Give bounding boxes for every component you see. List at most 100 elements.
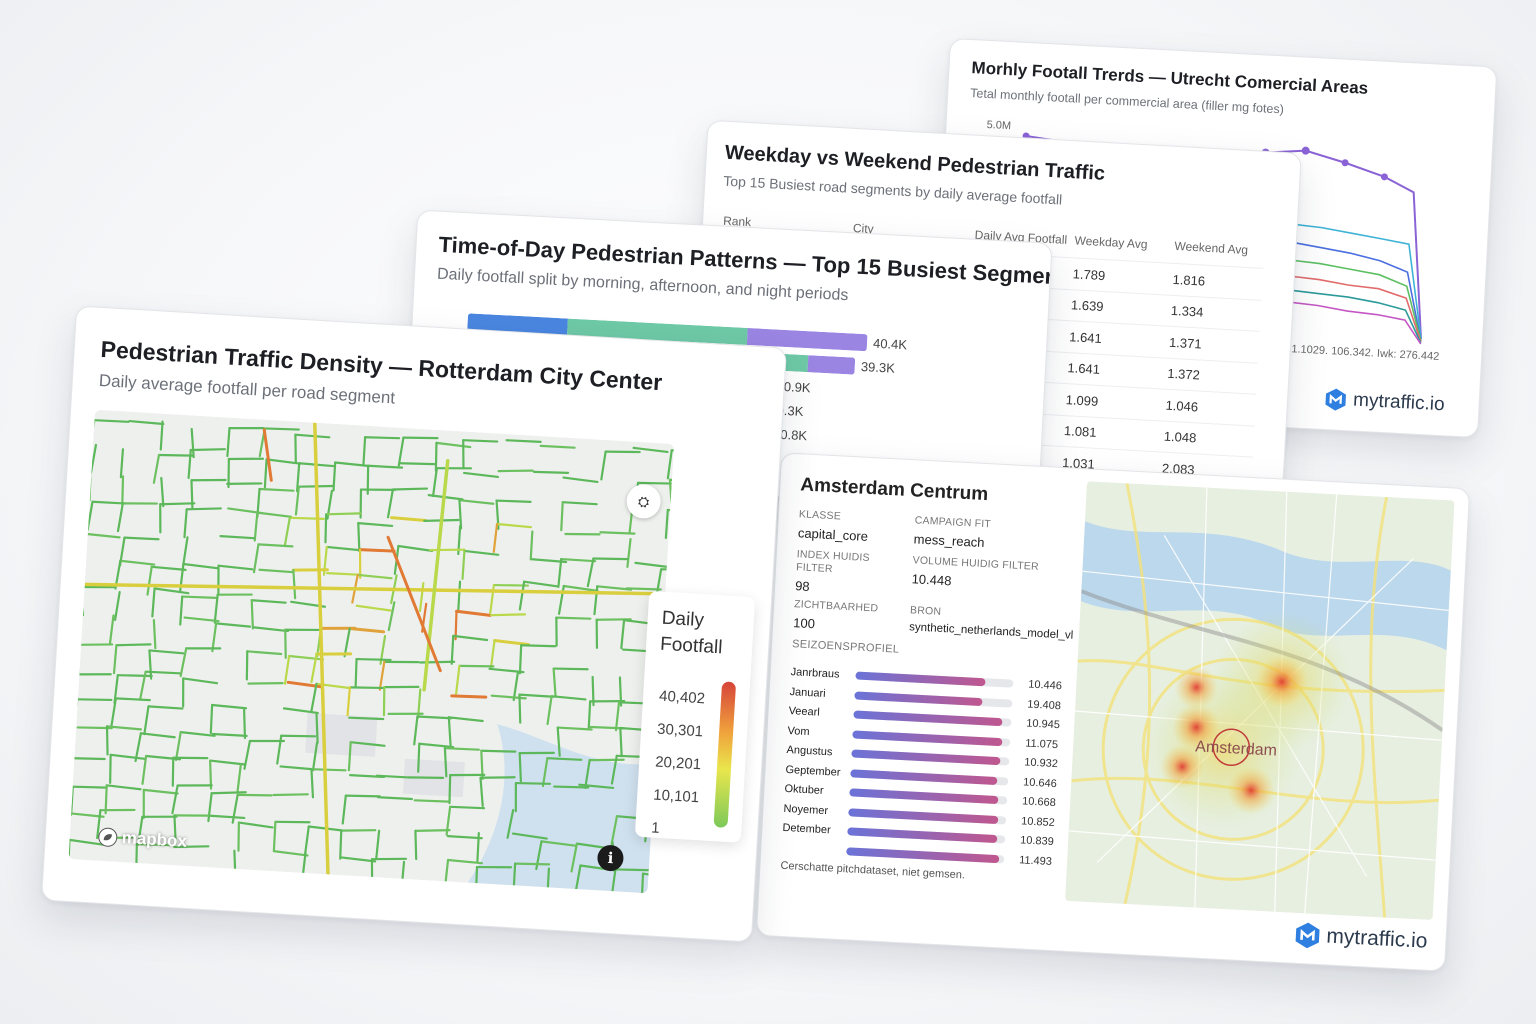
road-segment[interactable] (562, 584, 599, 592)
road-segment[interactable] (435, 441, 472, 449)
road-segment[interactable] (121, 502, 158, 506)
road-segment[interactable] (636, 481, 674, 485)
road-segment[interactable] (349, 741, 386, 747)
road-segment[interactable] (355, 657, 392, 662)
road-segment[interactable] (282, 707, 319, 715)
road-segment[interactable] (589, 699, 626, 703)
road-segment[interactable] (455, 664, 461, 695)
road-segment[interactable] (416, 715, 453, 720)
road-segment[interactable] (157, 453, 195, 457)
road-segment[interactable] (553, 785, 590, 789)
road-segment[interactable] (413, 799, 450, 803)
road-segment[interactable] (291, 568, 329, 572)
road-segment[interactable] (137, 815, 144, 846)
road-segment[interactable] (109, 753, 112, 784)
road-segment[interactable] (561, 501, 598, 506)
road-segment[interactable] (172, 756, 209, 760)
road-segment[interactable] (355, 604, 392, 612)
road-segment[interactable] (562, 476, 599, 484)
road-segment[interactable] (402, 436, 439, 440)
road-segment[interactable] (139, 670, 147, 701)
road-segment[interactable] (343, 627, 351, 658)
road-segment[interactable] (265, 458, 302, 465)
road-segment[interactable] (574, 864, 582, 894)
road-segment[interactable] (506, 808, 515, 839)
road-segment[interactable] (72, 673, 78, 704)
road-segment[interactable] (215, 622, 252, 628)
road-segment[interactable] (358, 548, 362, 579)
road-segment[interactable] (115, 642, 152, 647)
road-segment[interactable] (310, 768, 347, 772)
road-segment[interactable] (179, 595, 184, 626)
road-segment[interactable] (325, 511, 362, 516)
road-segment[interactable] (390, 516, 427, 523)
road-segment[interactable] (96, 809, 102, 840)
road-segment[interactable] (280, 734, 317, 738)
road-segment[interactable] (518, 752, 523, 783)
road-segment[interactable] (556, 726, 593, 731)
road-segment[interactable] (310, 768, 315, 799)
road-segment[interactable] (75, 672, 112, 676)
road-segment[interactable] (105, 725, 142, 731)
road-segment[interactable] (310, 682, 318, 713)
road-segment[interactable] (434, 441, 438, 472)
road-segment[interactable] (596, 585, 633, 591)
road-segment[interactable] (159, 503, 162, 534)
road-segment[interactable] (185, 646, 222, 650)
road-segment[interactable] (462, 439, 499, 443)
road-segment[interactable] (518, 693, 555, 698)
road-segment[interactable] (294, 433, 331, 439)
road-segment[interactable] (217, 564, 220, 595)
road-segment[interactable] (475, 865, 513, 869)
road-segment[interactable] (620, 619, 626, 650)
road-segment[interactable] (339, 829, 343, 860)
road-segment[interactable] (152, 453, 161, 484)
road-segment[interactable] (181, 595, 218, 599)
road-segment[interactable] (546, 695, 553, 726)
road-segment[interactable] (147, 705, 184, 710)
road-segment[interactable] (176, 783, 213, 787)
road-segment[interactable] (68, 838, 105, 846)
road-segment[interactable] (344, 794, 381, 798)
road-segment[interactable] (242, 708, 247, 740)
road-segment[interactable] (315, 713, 319, 744)
road-segment[interactable] (324, 513, 328, 544)
road-segment[interactable] (211, 703, 248, 710)
road-segment[interactable] (252, 543, 260, 574)
road-segment[interactable] (211, 622, 218, 653)
road-segment[interactable] (179, 647, 188, 678)
road-segment[interactable] (83, 559, 667, 618)
road-segment[interactable] (387, 601, 396, 632)
road-segment[interactable] (128, 419, 165, 426)
road-segment[interactable] (179, 731, 216, 737)
road-segment[interactable] (479, 775, 516, 780)
road-segment[interactable] (463, 549, 500, 556)
road-segment[interactable] (173, 844, 210, 849)
road-segment[interactable] (489, 612, 527, 617)
road-segment[interactable] (495, 499, 532, 503)
road-segment[interactable] (422, 458, 450, 692)
road-segment[interactable] (458, 664, 495, 668)
road-segment[interactable] (414, 829, 418, 861)
road-segment[interactable] (182, 677, 219, 685)
road-segment[interactable] (461, 549, 466, 580)
road-segment[interactable] (135, 843, 172, 847)
road-segment[interactable] (247, 681, 284, 685)
road-segment[interactable] (114, 697, 151, 702)
road-segment[interactable] (245, 650, 249, 681)
road-segment[interactable] (599, 531, 636, 535)
road-segment[interactable] (134, 732, 142, 763)
road-segment[interactable] (375, 829, 381, 860)
road-segment[interactable] (71, 785, 108, 789)
road-segment[interactable] (76, 642, 114, 646)
road-segment[interactable] (174, 731, 182, 761)
road-segment[interactable] (283, 516, 291, 547)
road-segment[interactable] (227, 457, 230, 489)
road-segment[interactable] (564, 532, 601, 536)
road-segment[interactable] (450, 694, 488, 699)
road-segment[interactable] (346, 686, 351, 717)
road-segment[interactable] (263, 427, 300, 431)
road-segment[interactable] (217, 564, 254, 571)
road-segment[interactable] (382, 686, 386, 717)
road-segment[interactable] (383, 685, 420, 689)
